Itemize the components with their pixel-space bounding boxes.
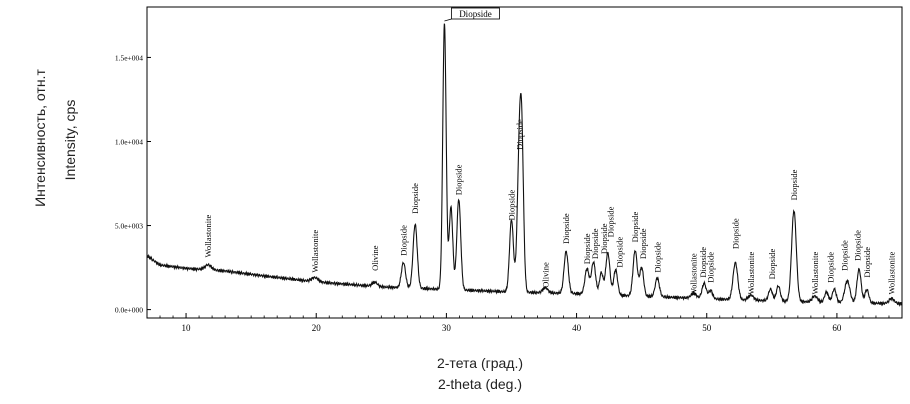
phase-label: Diopside xyxy=(706,252,716,283)
phase-label: Diopside xyxy=(730,218,740,249)
phase-label: Diopside xyxy=(698,247,708,278)
main-peak-label-box xyxy=(451,7,500,20)
phase-label: Diopside xyxy=(862,247,872,278)
phase-label: Diopside xyxy=(652,242,662,273)
phase-label: Diopside xyxy=(825,252,835,283)
phase-label: Diopside xyxy=(398,225,408,256)
phase-label: Diopside xyxy=(605,206,615,237)
diffraction-curve xyxy=(146,23,903,307)
phase-label: Wollastonite xyxy=(887,251,897,294)
phase-label: Wollastonite xyxy=(746,251,756,294)
phase-label: Diopside xyxy=(615,237,625,268)
phase-label: Diopside xyxy=(514,119,524,150)
x-tick-label: 20 xyxy=(312,323,322,333)
phase-label: Diopside xyxy=(582,233,592,264)
main-peak-label: Diopside xyxy=(459,9,492,19)
phase-label: Wollastonite xyxy=(689,253,699,296)
phase-label: Diopside xyxy=(561,213,571,244)
x-axis-title-en: 2-theta (deg.) xyxy=(437,376,523,392)
phase-label: Wollastonite xyxy=(203,214,213,257)
phase-label: Diopside xyxy=(410,183,420,214)
phase-label: Diopside xyxy=(630,211,640,242)
phase-label: Olivine xyxy=(540,262,550,288)
x-tick-label: 40 xyxy=(572,323,582,333)
phase-label: Wollastonite xyxy=(810,251,820,294)
phase-label: Diopside xyxy=(454,164,464,195)
y-tick-label: 1.5e+004 xyxy=(115,53,143,62)
y-tick-label: 0.0e+000 xyxy=(115,306,143,315)
phase-label: Diopside xyxy=(840,240,850,271)
x-tick-label: 50 xyxy=(702,323,712,333)
y-tick-label: 1.0e+004 xyxy=(115,137,143,146)
plot-frame xyxy=(146,6,903,319)
phase-label: Diopside xyxy=(599,223,609,254)
phase-label: Diopside xyxy=(506,190,516,221)
x-axis-title-ru: 2-тета (град.) xyxy=(436,355,524,371)
phase-label: Olivine xyxy=(370,245,380,271)
phase-label: Diopside xyxy=(590,228,600,259)
phase-label: Diopside xyxy=(789,169,799,200)
y-tick-label: 5.0e+003 xyxy=(115,222,143,231)
phase-label: Diopside xyxy=(853,230,863,261)
x-tick-label: 30 xyxy=(442,323,452,333)
phase-label: Diopside xyxy=(767,248,777,279)
x-tick-label: 60 xyxy=(832,323,842,333)
main-peak-leader xyxy=(444,18,452,22)
phase-label: Wollastonite xyxy=(310,230,320,273)
x-tick-label: 10 xyxy=(182,323,192,333)
phase-label: Diopside xyxy=(638,228,648,259)
